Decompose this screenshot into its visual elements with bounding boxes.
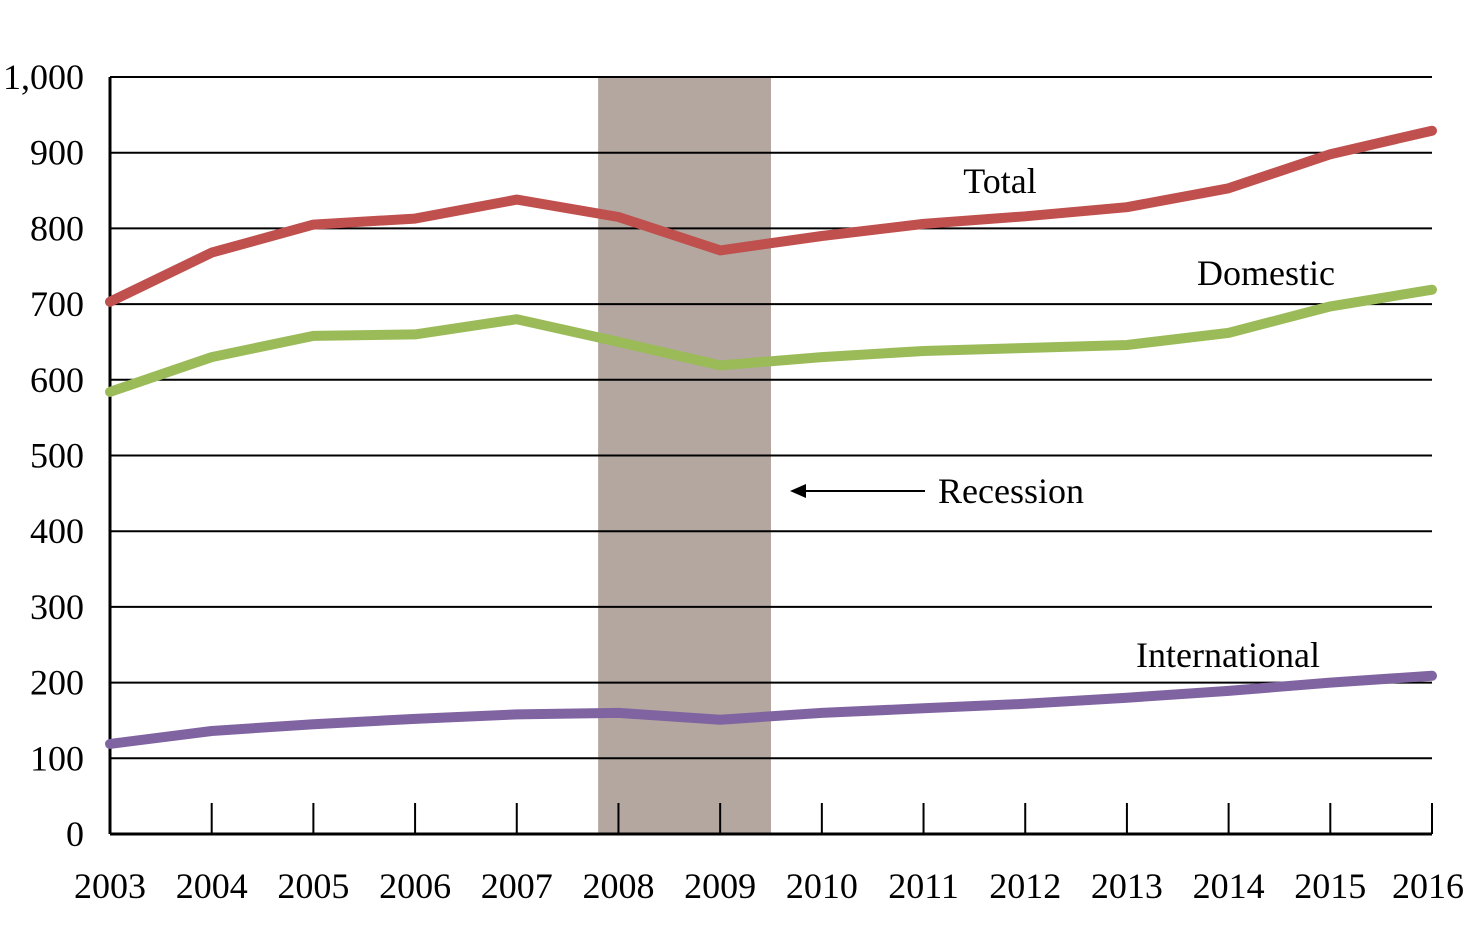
x-tick-label: 2012 <box>989 866 1061 906</box>
x-tick-label: 2016 <box>1392 866 1464 906</box>
series-label-total: Total <box>963 161 1036 201</box>
recession-arrow-head <box>790 484 806 498</box>
series-line-domestic <box>105 284 1437 397</box>
y-tick-label: 0 <box>66 814 84 854</box>
y-tick-label: 100 <box>30 738 84 778</box>
y-tick-label: 700 <box>30 284 84 324</box>
y-tick-label: 800 <box>30 208 84 248</box>
y-tick-label: 900 <box>30 133 84 173</box>
x-tick-label: 2008 <box>582 866 654 906</box>
y-tick-label: 500 <box>30 436 84 476</box>
y-tick-label: 1,000 <box>3 57 84 97</box>
y-tick-label: 400 <box>30 511 84 551</box>
x-tick-label: 2005 <box>277 866 349 906</box>
series-label-domestic: Domestic <box>1197 253 1335 293</box>
series-line-total <box>105 125 1437 307</box>
x-tick-label: 2009 <box>684 866 756 906</box>
x-tick-label: 2003 <box>74 866 146 906</box>
x-tick-label: 2006 <box>379 866 451 906</box>
x-tick-label: 2011 <box>888 866 959 906</box>
series-label-international: International <box>1136 635 1320 675</box>
x-tick-label: 2010 <box>786 866 858 906</box>
y-tick-label: 300 <box>30 587 84 627</box>
y-tick-label: 200 <box>30 663 84 703</box>
x-tick-label: 2004 <box>176 866 248 906</box>
x-tick-label: 2014 <box>1193 866 1265 906</box>
x-tick-label: 2015 <box>1294 866 1366 906</box>
x-tick-label: 2013 <box>1091 866 1163 906</box>
y-tick-label: 600 <box>30 360 84 400</box>
series-line-international <box>105 670 1437 749</box>
recession-label: Recession <box>938 471 1084 511</box>
x-tick-label: 2007 <box>481 866 553 906</box>
